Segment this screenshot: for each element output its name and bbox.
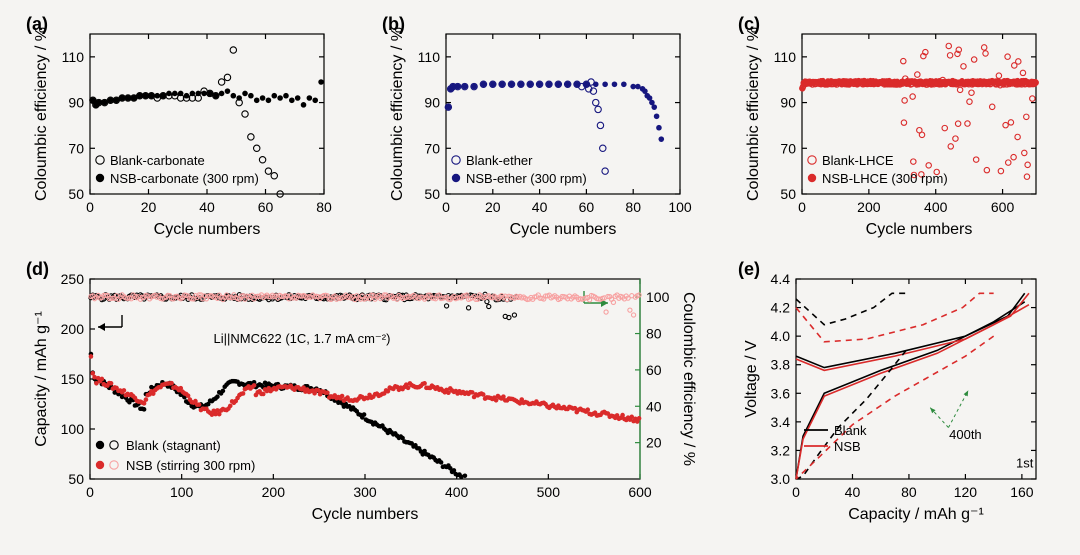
svg-text:50: 50 [424, 186, 440, 202]
svg-text:110: 110 [418, 49, 441, 65]
svg-text:Voltage / V: Voltage / V [743, 340, 760, 418]
svg-text:Cycle numbers: Cycle numbers [510, 221, 617, 238]
svg-text:(d): (d) [26, 259, 49, 279]
svg-text:Blank-carbonate: Blank-carbonate [110, 153, 205, 168]
svg-text:(e): (e) [738, 259, 760, 279]
svg-text:120: 120 [954, 484, 978, 500]
svg-text:0: 0 [86, 199, 94, 215]
svg-text:80: 80 [901, 484, 917, 500]
svg-text:Cycle numbers: Cycle numbers [866, 221, 973, 238]
svg-text:4.0: 4.0 [771, 328, 791, 344]
svg-text:40: 40 [532, 199, 548, 215]
svg-text:70: 70 [780, 140, 796, 156]
svg-text:150: 150 [61, 371, 85, 387]
svg-text:100: 100 [668, 199, 692, 215]
svg-text:160: 160 [1010, 484, 1034, 500]
figure-root: 020406080507090110(a)Cycle numbersColoum… [0, 0, 1080, 555]
svg-text:NSB-ether (300 rpm): NSB-ether (300 rpm) [466, 171, 587, 186]
svg-text:40: 40 [199, 199, 215, 215]
svg-text:0: 0 [442, 199, 450, 215]
svg-text:Blank: Blank [834, 423, 867, 438]
svg-text:1st: 1st [1016, 456, 1034, 471]
svg-text:Cycle numbers: Cycle numbers [312, 506, 419, 523]
svg-text:50: 50 [68, 186, 84, 202]
svg-text:70: 70 [68, 140, 84, 156]
svg-text:90: 90 [424, 95, 440, 111]
svg-text:70: 70 [424, 140, 440, 156]
svg-text:Capacity / mAh g⁻¹: Capacity / mAh g⁻¹ [33, 311, 50, 447]
svg-text:NSB-LHCE (300 rpm): NSB-LHCE (300 rpm) [822, 171, 948, 186]
svg-text:0: 0 [86, 484, 94, 500]
svg-text:250: 250 [61, 271, 85, 287]
svg-text:Coulombic efficiency / %: Coulombic efficiency / % [680, 292, 697, 466]
svg-text:110: 110 [774, 49, 797, 65]
svg-text:Cycle numbers: Cycle numbers [154, 221, 261, 238]
svg-text:100: 100 [646, 289, 670, 305]
svg-text:50: 50 [68, 471, 84, 487]
svg-text:80: 80 [625, 199, 641, 215]
svg-text:0: 0 [798, 199, 806, 215]
svg-text:NSB: NSB [834, 439, 861, 454]
svg-text:80: 80 [316, 199, 332, 215]
svg-text:40: 40 [845, 484, 861, 500]
svg-text:80: 80 [646, 326, 662, 342]
svg-text:Li||NMC622 (1C, 1.7 mA cm⁻²): Li||NMC622 (1C, 1.7 mA cm⁻²) [214, 331, 391, 346]
svg-text:Blank (stagnant): Blank (stagnant) [126, 438, 221, 453]
svg-text:600: 600 [991, 199, 1015, 215]
svg-text:90: 90 [68, 95, 84, 111]
svg-text:40: 40 [646, 398, 662, 414]
svg-text:90: 90 [780, 95, 796, 111]
svg-text:60: 60 [579, 199, 595, 215]
svg-text:20: 20 [646, 435, 662, 451]
svg-text:500: 500 [537, 484, 561, 500]
svg-text:0: 0 [792, 484, 800, 500]
svg-text:4.2: 4.2 [771, 300, 791, 316]
svg-text:20: 20 [485, 199, 501, 215]
svg-text:Capacity / mAh g⁻¹: Capacity / mAh g⁻¹ [848, 506, 984, 523]
svg-text:400: 400 [445, 484, 469, 500]
svg-text:110: 110 [62, 49, 85, 65]
svg-text:3.2: 3.2 [771, 442, 791, 458]
svg-text:600: 600 [628, 484, 652, 500]
svg-text:Blank-LHCE: Blank-LHCE [822, 153, 894, 168]
svg-text:50: 50 [780, 186, 796, 202]
svg-text:60: 60 [258, 199, 274, 215]
svg-text:400th: 400th [949, 427, 982, 442]
svg-text:300: 300 [353, 484, 377, 500]
svg-text:100: 100 [170, 484, 194, 500]
svg-text:200: 200 [262, 484, 286, 500]
svg-text:4.4: 4.4 [771, 271, 791, 287]
svg-text:60: 60 [646, 362, 662, 378]
svg-text:NSB (stirring 300 rpm): NSB (stirring 300 rpm) [126, 458, 255, 473]
svg-text:3.8: 3.8 [771, 357, 791, 373]
svg-text:Coloumbic efficiency / %: Coloumbic efficiency / % [745, 27, 762, 201]
svg-text:400: 400 [924, 199, 948, 215]
svg-text:100: 100 [61, 421, 85, 437]
svg-text:3.0: 3.0 [771, 471, 791, 487]
svg-text:Coloumbic efficiency / %: Coloumbic efficiency / % [389, 27, 406, 201]
svg-text:NSB-carbonate (300 rpm): NSB-carbonate (300 rpm) [110, 171, 259, 186]
svg-text:3.6: 3.6 [771, 385, 791, 401]
svg-text:Coloumbic efficiency / %: Coloumbic efficiency / % [33, 27, 50, 201]
svg-text:20: 20 [141, 199, 157, 215]
svg-text:Blank-ether: Blank-ether [466, 153, 533, 168]
svg-text:200: 200 [857, 199, 881, 215]
svg-text:200: 200 [61, 321, 85, 337]
svg-text:3.4: 3.4 [771, 414, 791, 430]
